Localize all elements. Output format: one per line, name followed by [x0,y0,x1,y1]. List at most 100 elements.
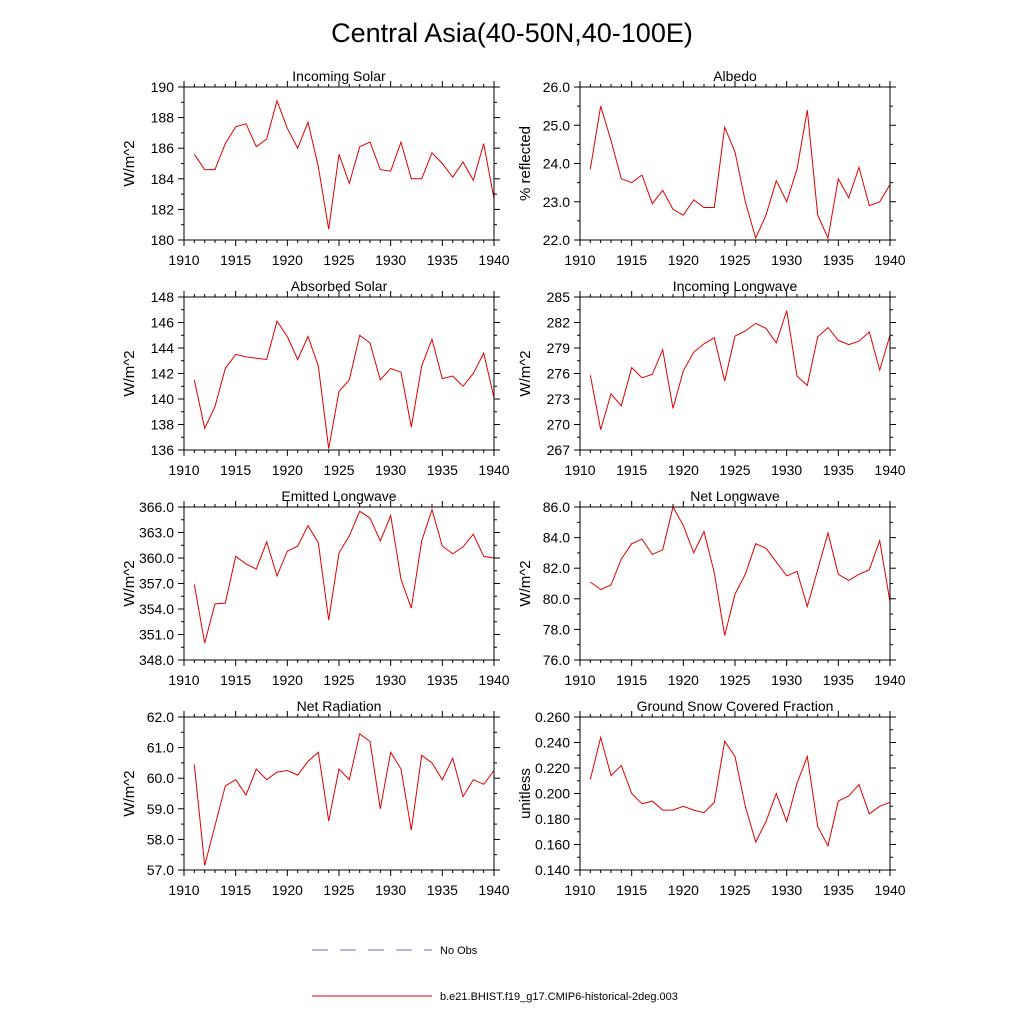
plot-frame [579,506,891,661]
y-tick-label: 146 [151,315,175,331]
panel-title: Net Radiation [297,698,382,714]
panel-7: Net Radiation W/m^2 57.0 58.0 59.0 60.0 61.0 62… [121,698,510,898]
y-tick-label: 276 [547,366,571,382]
panel-8: Ground Snow Covered Fraction unitless 0.14… [517,698,906,898]
y-tick-label: 273 [547,391,571,407]
x-tick-label: 1910 [168,882,199,898]
x-tick-label: 1935 [823,672,854,688]
y-tick-label: 76.0 [543,652,570,668]
y-tick-label: 270 [547,417,571,433]
y-axis-label: W/m^2 [121,350,138,396]
x-tick-label: 1925 [323,882,354,898]
y-tick-label: 59.0 [147,801,174,817]
y-tick-label: 23.0 [543,194,570,210]
y-tick-label: 279 [547,340,571,356]
x-tick-label: 1920 [272,882,303,898]
y-axis-label: unitless [517,768,534,819]
plot-frame [183,716,495,871]
series-line [193,320,495,449]
panel-title: Incoming Solar [292,68,386,84]
x-tick-label: 1910 [168,462,199,478]
x-tick-label: 1925 [323,252,354,268]
x-tick-label: 1925 [719,462,750,478]
y-tick-label: 22.0 [543,232,570,248]
x-tick-label: 1930 [771,462,802,478]
y-tick-label: 282 [547,315,571,331]
plot-frame [579,86,891,241]
x-tick-label: 1920 [272,672,303,688]
x-tick-label: 1940 [874,882,905,898]
y-tick-label: 366.0 [139,499,174,515]
y-tick-label: 357.0 [139,576,174,592]
x-tick-label: 1915 [220,462,251,478]
x-tick-label: 1910 [168,672,199,688]
x-tick-label: 1910 [564,882,595,898]
x-tick-label: 1925 [323,672,354,688]
x-tick-label: 1940 [874,252,905,268]
x-tick-label: 1940 [478,882,509,898]
y-tick-label: 60.0 [147,770,174,786]
legend: No Obs b.e21.BHIST.f19_g17.CMIP6-histori… [312,945,678,1003]
x-tick-label: 1930 [771,882,802,898]
y-axis-label: % reflected [517,126,534,201]
panel-grid: Incoming Solar W/m^2 180 182 184 186 188 190 191… [121,68,906,898]
panel-title: Absorbed Solar [291,278,388,294]
x-tick-label: 1920 [668,462,699,478]
y-axis-label: W/m^2 [517,350,534,396]
y-axis-label: W/m^2 [121,560,138,606]
x-tick-label: 1920 [272,462,303,478]
panel-3: Absorbed Solar W/m^2 136 138 140 142 144 146 148… [121,278,510,478]
x-tick-label: 1925 [719,882,750,898]
x-tick-label: 1920 [668,882,699,898]
x-tick-label: 1940 [874,672,905,688]
x-tick-label: 1930 [375,882,406,898]
series-line [589,735,891,848]
series-line [589,310,891,430]
y-tick-label: 267 [547,442,571,458]
x-tick-label: 1930 [375,462,406,478]
panel-title: Albedo [713,68,757,84]
x-tick-label: 1930 [375,252,406,268]
y-tick-label: 0.260 [535,709,570,725]
y-tick-label: 184 [151,171,175,187]
y-tick-label: 0.180 [535,811,570,827]
x-tick-label: 1940 [478,252,509,268]
y-tick-label: 25.0 [543,117,570,133]
plot-frame [183,506,495,661]
y-tick-label: 0.220 [535,760,570,776]
y-tick-label: 348.0 [139,652,174,668]
x-tick-label: 1920 [272,252,303,268]
y-tick-label: 82.0 [543,560,570,576]
panel-4: Incoming Longwave W/m^2 267 270 273 276 279 282… [517,278,906,478]
x-tick-label: 1915 [220,672,251,688]
panel-title: Net Longwave [690,488,780,504]
plot-frame [579,716,891,871]
y-tick-label: 144 [151,340,175,356]
x-tick-label: 1930 [771,252,802,268]
x-tick-label: 1935 [427,252,458,268]
x-tick-label: 1915 [220,882,251,898]
panel-5: Emitted Longwave W/m^2 348.0 351.0 354.0 357.… [121,488,510,688]
x-tick-label: 1940 [478,462,509,478]
x-tick-label: 1925 [323,462,354,478]
x-tick-label: 1925 [719,672,750,688]
x-tick-label: 1915 [616,672,647,688]
y-tick-label: 86.0 [543,499,570,515]
y-tick-label: 138 [151,417,175,433]
x-tick-label: 1920 [668,672,699,688]
series-line [589,105,891,240]
y-tick-label: 351.0 [139,627,174,643]
y-tick-label: 148 [151,289,175,305]
x-tick-label: 1920 [668,252,699,268]
y-tick-label: 78.0 [543,621,570,637]
x-tick-label: 1935 [823,252,854,268]
legend-model-label: b.e21.BHIST.f19_g17.CMIP6-historical-2de… [440,991,678,1003]
y-axis-label: W/m^2 [121,140,138,186]
y-tick-label: 61.0 [147,740,174,756]
series-line [193,99,495,230]
x-tick-label: 1935 [427,462,458,478]
x-tick-label: 1940 [478,672,509,688]
y-axis-label: W/m^2 [121,770,138,816]
y-tick-label: 188 [151,110,175,126]
